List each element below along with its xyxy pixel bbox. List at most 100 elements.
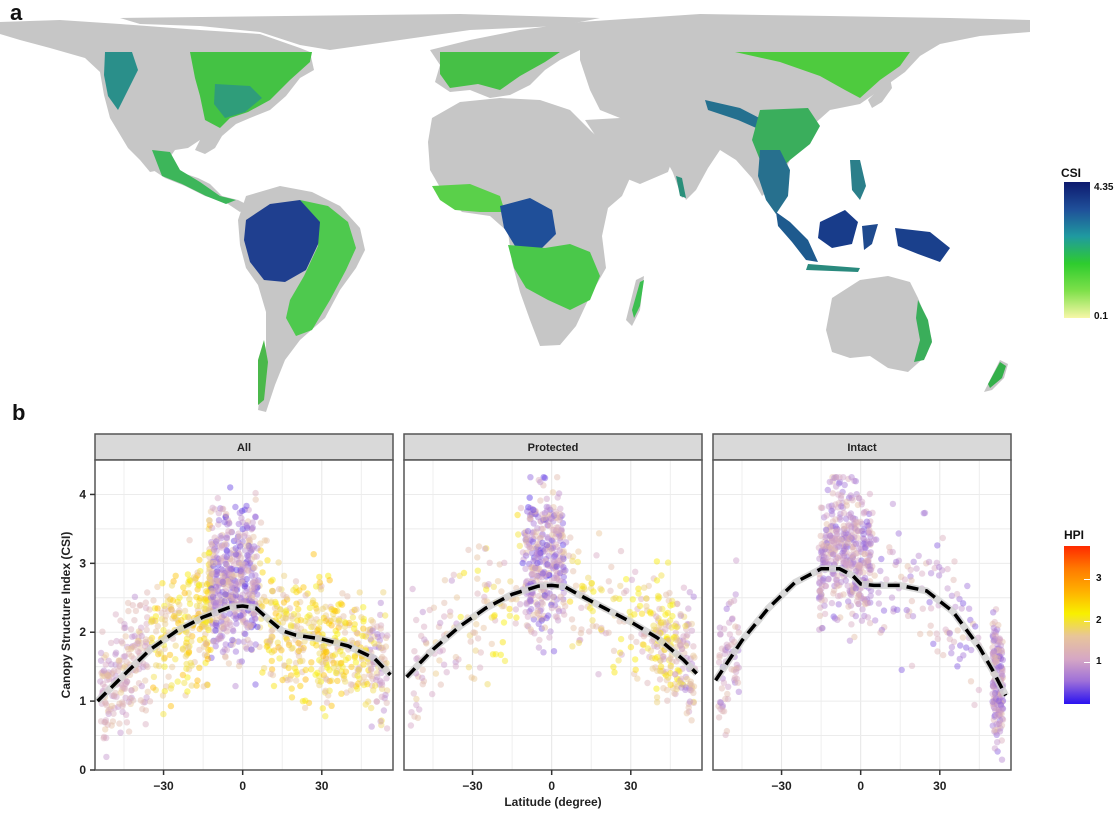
scatter-point [119,708,126,715]
scatter-point [249,545,256,553]
scatter-point [219,613,226,621]
scatter-point [142,677,149,684]
scatter-point [364,680,371,688]
scatter-point [570,568,577,575]
scatter-point [134,637,142,644]
scatter-point [159,692,167,699]
scatter-point [926,630,934,637]
scatter-point [383,725,391,732]
scatter-point [238,554,245,562]
scatter-point [888,594,896,601]
scatter-point [627,643,635,651]
scatter-point [921,509,929,517]
scatter-point [378,679,386,686]
scatter-point [376,637,383,644]
scatter-point [274,639,281,646]
csi-legend-max: 4.35 [1094,182,1114,193]
scatter-point [167,603,175,611]
scatter-point [313,605,320,612]
scatter-point [543,503,550,511]
scatter-point [271,604,279,612]
scatter-point [332,607,339,615]
scatter-point [227,565,235,573]
scatter-point [101,672,108,679]
scatter-point [279,619,287,626]
scatter-point [996,728,1004,735]
scatter-point [322,646,329,653]
scatter-point [933,630,940,637]
scatter-point [291,665,299,672]
scatter-point [337,621,344,628]
scatter-point [660,619,667,626]
scatter-point [528,605,535,613]
scatter-point [117,617,124,624]
scatter-point [720,708,728,715]
scatter-point [326,577,333,584]
scatter-point [223,561,230,568]
scatter-point [953,590,961,598]
scatter-point [100,733,108,741]
scatter-point [106,675,113,683]
scatter-point [354,630,361,637]
forest-sumatra [776,212,818,262]
scatter-point [369,675,376,683]
scatter-point [222,513,229,521]
scatter-point [164,598,171,605]
scatter-point [223,617,230,624]
scatter-point [229,584,236,591]
scatter-point [213,571,220,578]
scatter-point [623,587,630,594]
scatter-point [289,615,296,622]
scatter-point [99,681,107,688]
scatter-point [547,628,554,635]
scatter-point [351,671,358,679]
scatter-point [252,489,259,497]
scatter-point [660,656,667,663]
scatter-point [183,665,190,672]
scatter-point [167,685,175,692]
scatter-point [223,510,230,518]
scatter-point [107,639,115,647]
scatter-point [690,652,697,659]
scatter-point [276,645,283,652]
csi-legend-min: 0.1 [1094,311,1108,322]
scatter-point [360,625,367,632]
scatter-point [158,609,165,616]
scatter-point [206,577,214,584]
scatter-point [936,563,943,571]
facet-strip [94,433,394,461]
scatter-point [838,536,845,544]
scatter-point [269,588,276,595]
forest-madagascar [632,280,644,318]
scatter-point [322,648,330,656]
scatter-point [221,572,229,579]
scatter-point [204,624,212,632]
scatter-point [994,739,1001,746]
scatter-point [334,646,341,653]
scatter-point [211,596,219,603]
scatter-point [383,687,391,694]
scatter-point [867,540,874,547]
scatter-point [219,506,226,513]
scatter-point [688,620,695,628]
scatter-point [335,601,342,608]
scatter-point [901,576,909,583]
scatter-point [452,653,460,661]
scatter-point [212,602,219,609]
scatter-point [259,569,266,576]
scatter-point [229,636,236,644]
scatter-point [610,595,617,603]
scatter-point [247,546,254,553]
scatter-point [287,623,295,630]
scatter-point [260,593,268,601]
scatter-point [200,621,207,628]
scatter-point [174,598,181,605]
scatter-point [169,615,176,622]
scatter-point [142,707,150,714]
scatter-point [474,575,481,582]
scatter-point [975,686,983,694]
scatter-point [535,620,542,627]
scatter-point [990,609,997,616]
scatter-point [337,600,344,607]
scatter-point [269,587,277,595]
